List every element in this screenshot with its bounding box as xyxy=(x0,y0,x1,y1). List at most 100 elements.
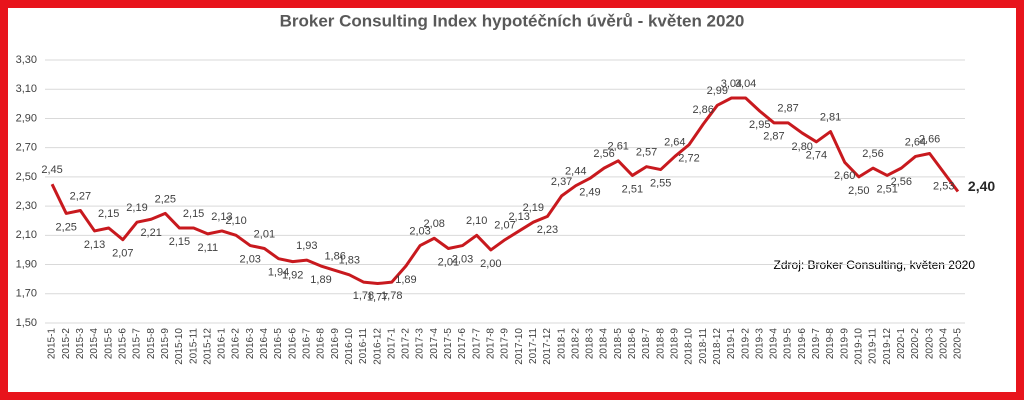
data-label: 1,77 xyxy=(367,291,388,303)
x-tick-label: 2016-2 xyxy=(231,328,242,360)
x-tick-label: 2017-8 xyxy=(485,328,496,360)
x-tick-label: 2016-10 xyxy=(344,328,355,365)
data-label: 2,15 xyxy=(183,208,204,220)
data-label: 2,07 xyxy=(112,248,133,260)
data-label: 2,13 xyxy=(508,211,529,223)
x-tick-label: 2018-12 xyxy=(712,328,723,365)
data-label: 2,87 xyxy=(763,131,784,143)
x-tick-label: 2020-2 xyxy=(910,328,921,360)
x-tick-label: 2018-3 xyxy=(585,328,596,360)
data-label: 2,56 xyxy=(891,176,912,188)
data-label: 2,03 xyxy=(409,225,430,237)
x-tick-label: 2015-3 xyxy=(75,328,86,360)
x-tick-label: 2015-6 xyxy=(117,328,128,360)
x-tick-label: 2019-7 xyxy=(811,328,822,360)
data-label: 2,37 xyxy=(551,176,572,188)
data-label: 2,25 xyxy=(56,221,77,233)
x-tick-label: 2016-7 xyxy=(301,328,312,360)
data-label: 2,45 xyxy=(41,164,62,176)
data-label: 2,56 xyxy=(862,148,883,160)
x-tick-label: 2015-11 xyxy=(188,328,199,364)
data-label: 2,19 xyxy=(523,202,544,214)
x-tick-label: 2019-3 xyxy=(754,328,765,360)
x-tick-label: 2017-1 xyxy=(386,328,397,360)
data-label: 2,51 xyxy=(622,183,643,195)
x-tick-label: 2016-3 xyxy=(245,328,256,360)
y-tick-label: 1,70 xyxy=(16,288,37,300)
x-tick-label: 2018-4 xyxy=(599,328,610,360)
x-tick-label: 2019-8 xyxy=(825,328,836,360)
line xyxy=(50,96,960,286)
data-label: 2,57 xyxy=(636,147,657,159)
x-tick-label: 2018-5 xyxy=(613,328,624,360)
x-tick-label: 2020-4 xyxy=(938,328,949,360)
data-label: 2,23 xyxy=(537,224,558,236)
annotation: Zdroj: Broker Consulting, květen 2020 xyxy=(774,258,976,272)
y-tick-label: 1,50 xyxy=(16,317,37,329)
data-label: 2,01 xyxy=(438,256,459,268)
x-tick-label: 2018-9 xyxy=(669,328,680,360)
data-label: 2,21 xyxy=(140,227,161,239)
x-tick-label: 2017-10 xyxy=(514,328,525,365)
data-label: 1,94 xyxy=(268,267,289,279)
x-tick-label: 2019-4 xyxy=(769,328,780,360)
x-tick-label: 2016-9 xyxy=(330,328,341,360)
data-label: 2,56 xyxy=(593,148,614,160)
y-tick-label: 2,30 xyxy=(16,200,37,212)
data-label: 2,15 xyxy=(169,236,190,248)
data-label: 2,72 xyxy=(678,153,699,165)
data-label: 2,53 xyxy=(933,180,954,192)
x-tick-label: 2015-9 xyxy=(160,328,171,360)
chart-title: Broker Consulting Index hypotéčních úvěr… xyxy=(280,11,745,30)
data-label: 2,25 xyxy=(155,193,176,205)
x-tick-label: 2015-10 xyxy=(174,328,185,365)
x-tick-label: 2019-9 xyxy=(839,328,850,360)
data-label: 3,04 xyxy=(735,78,756,90)
data-label: 2,66 xyxy=(919,133,940,145)
x-tick-label: 2018-8 xyxy=(655,328,666,360)
data-label: 1,92 xyxy=(282,270,303,282)
data-label: 1,89 xyxy=(310,274,331,286)
x-tick-label: 2017-12 xyxy=(542,328,553,365)
x-tick-label: 2015-12 xyxy=(202,328,213,365)
y-tick-label: 2,70 xyxy=(16,142,37,154)
x-tick-label: 2017-3 xyxy=(415,328,426,360)
data-label: 2,13 xyxy=(84,239,105,251)
x-tick-label: 2015-2 xyxy=(61,328,72,360)
x-tick-label: 2016-5 xyxy=(273,328,284,360)
x-tick-label: 2016-8 xyxy=(316,328,327,360)
data-label: 2,44 xyxy=(565,166,586,178)
data-label: 2,99 xyxy=(707,85,728,97)
x-tick-label: 2019-12 xyxy=(882,328,893,365)
x-tick-label: 2017-2 xyxy=(401,328,412,360)
x-tick-label: 2019-6 xyxy=(797,328,808,360)
x-tick-label: 2020-3 xyxy=(924,328,935,360)
data-label: 2,51 xyxy=(876,183,897,195)
x-tick-label: 2015-1 xyxy=(47,328,58,360)
data-label: 1,78 xyxy=(353,290,374,302)
data-label: 1,89 xyxy=(395,274,416,286)
x-tick-label: 2017-7 xyxy=(471,328,482,360)
data-label: 2,74 xyxy=(806,150,827,162)
data-label: 2,64 xyxy=(905,136,926,148)
x-tick-label: 2018-7 xyxy=(641,328,652,360)
x-tick-label: 2015-7 xyxy=(132,328,143,360)
x-tick-label: 2015-4 xyxy=(89,328,100,360)
data-label: 2,13 xyxy=(211,211,232,223)
x-tick-label: 2017-4 xyxy=(429,328,440,360)
x-tick-label: 2018-11 xyxy=(698,328,709,364)
data-label: 2,95 xyxy=(749,119,770,131)
x-tick-label: 2018-10 xyxy=(684,328,695,365)
data-label: 2,86 xyxy=(692,104,713,116)
data-label: 3,04 xyxy=(721,78,742,90)
data-label: 2,87 xyxy=(777,103,798,115)
x-tick-label: 2019-10 xyxy=(853,328,864,365)
x-tick-label: 2016-12 xyxy=(372,328,383,365)
x-tick-label: 2015-8 xyxy=(146,328,157,360)
data-label: 2,01 xyxy=(254,228,275,240)
x-tick-label: 2019-2 xyxy=(740,328,751,360)
data-label: 2,61 xyxy=(608,141,629,153)
x-tick-label: 2016-1 xyxy=(217,328,228,360)
